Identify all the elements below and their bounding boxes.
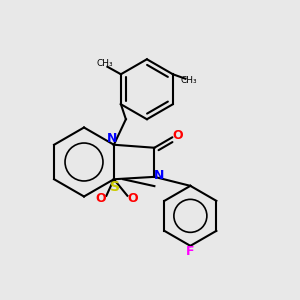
Text: CH₃: CH₃ <box>97 58 113 68</box>
Text: CH₃: CH₃ <box>181 76 197 85</box>
Text: N: N <box>154 169 164 182</box>
Text: F: F <box>186 245 195 258</box>
Text: O: O <box>172 129 183 142</box>
Text: O: O <box>96 192 106 205</box>
Text: O: O <box>128 192 138 205</box>
Text: N: N <box>107 132 118 145</box>
Text: S: S <box>110 180 120 194</box>
